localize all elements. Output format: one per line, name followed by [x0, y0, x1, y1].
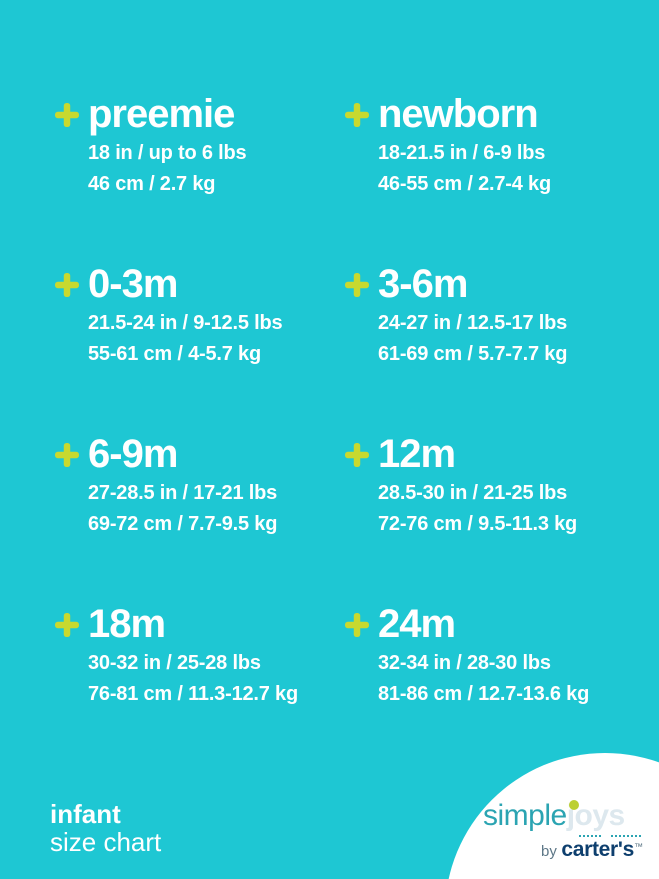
size-block-3-6m: 3-6m 24-27 in / 12.5-17 lbs 61-69 cm / 5…: [345, 263, 589, 433]
size-imperial: 18 in / up to 6 lbs: [88, 142, 247, 164]
logo-j-dot-icon: [568, 800, 579, 810]
plus-icon: [345, 613, 369, 637]
size-name: 18m: [88, 602, 166, 646]
size-metric: 69-72 cm / 7.7-9.5 kg: [88, 513, 278, 535]
size-imperial: 21.5-24 in / 9-12.5 lbs: [88, 312, 283, 334]
size-block-preemie: preemie 18 in / up to 6 lbs 46 cm / 2.7 …: [55, 93, 345, 263]
size-imperial: 30-32 in / 25-28 lbs: [88, 652, 261, 674]
size-metric: 61-69 cm / 5.7-7.7 kg: [378, 343, 568, 365]
size-metric: 76-81 cm / 11.3-12.7 kg: [88, 683, 298, 705]
logo-simple-text: simple: [483, 799, 567, 832]
size-block-24m: 24m 32-34 in / 28-30 lbs 81-86 cm / 12.7…: [345, 603, 589, 773]
logo-by-text: by: [541, 843, 557, 860]
size-name: 12m: [378, 432, 456, 476]
trademark-symbol: ™: [634, 841, 643, 852]
size-name: 0-3m: [88, 262, 178, 306]
logo-dotted-underline: [579, 835, 601, 837]
size-name: 3-6m: [378, 262, 468, 306]
size-metric: 81-86 cm / 12.7-13.6 kg: [378, 683, 590, 705]
plus-icon: [345, 273, 369, 297]
size-metric: 55-61 cm / 4-5.7 kg: [88, 343, 261, 365]
plus-icon: [55, 103, 79, 127]
size-block-0-3m: 0-3m 21.5-24 in / 9-12.5 lbs 55-61 cm / …: [55, 263, 345, 433]
plus-icon: [55, 443, 79, 467]
size-metric: 46-55 cm / 2.7-4 kg: [378, 173, 551, 195]
size-imperial: 18-21.5 in / 6-9 lbs: [378, 142, 546, 164]
size-block-newborn: newborn 18-21.5 in / 6-9 lbs 46-55 cm / …: [345, 93, 589, 263]
size-block-6-9m: 6-9m 27-28.5 in / 17-21 lbs 69-72 cm / 7…: [55, 433, 345, 603]
plus-icon: [55, 273, 79, 297]
size-imperial: 24-27 in / 12.5-17 lbs: [378, 312, 568, 334]
size-name: 24m: [378, 602, 456, 646]
logo-carters-text: carter's: [561, 838, 634, 861]
plus-icon: [345, 103, 369, 127]
size-block-18m: 18m 30-32 in / 25-28 lbs 76-81 cm / 11.3…: [55, 603, 345, 773]
plus-icon: [55, 613, 79, 637]
plus-icon: [345, 443, 369, 467]
size-imperial: 27-28.5 in / 17-21 lbs: [88, 482, 278, 504]
size-metric: 46 cm / 2.7 kg: [88, 173, 216, 195]
footer-title: infant: [50, 799, 121, 829]
size-metric: 72-76 cm / 9.5-11.3 kg: [378, 513, 578, 535]
chart-footer: infant size chart: [50, 800, 161, 856]
footer-subtitle: size chart: [50, 827, 162, 857]
size-name: 6-9m: [88, 432, 178, 476]
size-name: preemie: [88, 92, 235, 136]
size-block-12m: 12m 28.5-30 in / 21-25 lbs 72-76 cm / 9.…: [345, 433, 589, 603]
brand-logo: simple joys by carter's™: [483, 799, 645, 862]
logo-dotted-underline: [611, 835, 641, 837]
size-name: newborn: [378, 92, 539, 136]
size-grid: preemie 18 in / up to 6 lbs 46 cm / 2.7 …: [55, 93, 589, 773]
size-imperial: 28.5-30 in / 21-25 lbs: [378, 482, 568, 504]
size-imperial: 32-34 in / 28-30 lbs: [378, 652, 551, 674]
